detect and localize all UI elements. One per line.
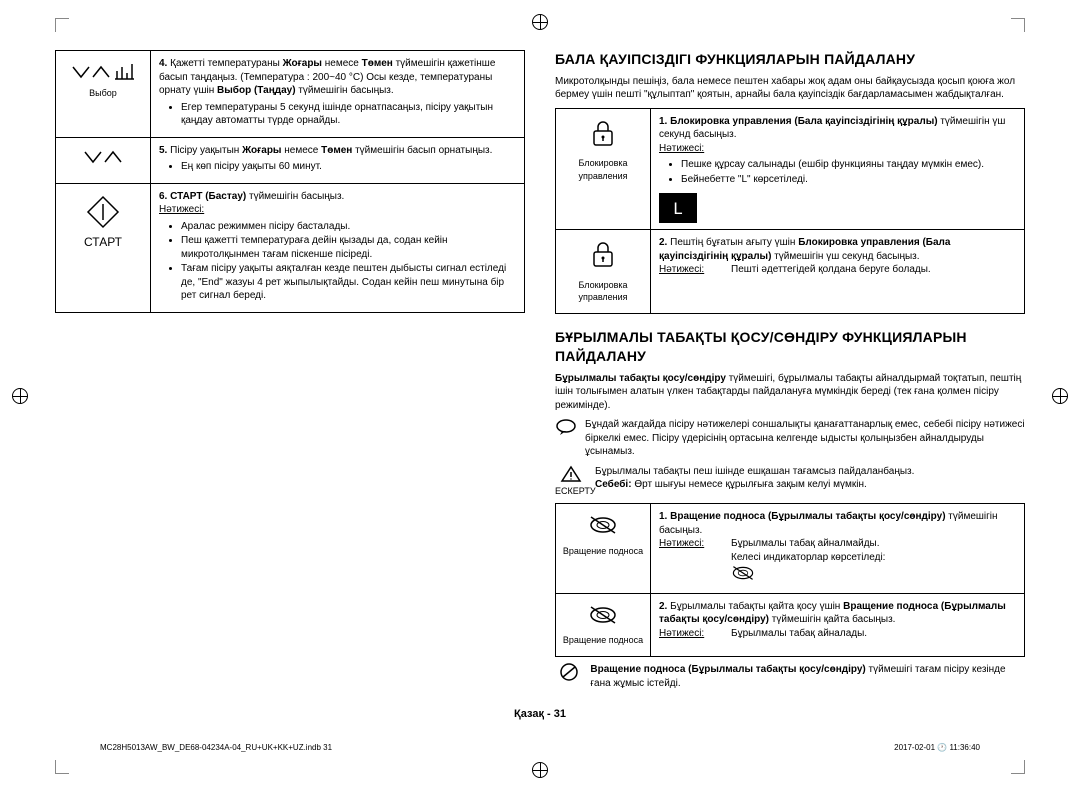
- table-row: 5. Пісіру уақытын Жоғары немесе Төмен тү…: [56, 137, 525, 183]
- turntable-off-icon: [588, 514, 618, 536]
- cell-content: 2. Бұрылмалы табақты қайта қосу үшін Вра…: [651, 593, 1025, 657]
- registration-mark: [1052, 388, 1068, 404]
- icon-label: Вращение подноса: [560, 634, 646, 646]
- bullet: Бейнебетте "L" көрсетіледі.: [681, 173, 1016, 187]
- table-row: Вращение подноса 2. Бұрылмалы табақты қа…: [556, 593, 1025, 657]
- page-content: Выбор 4. Қажетті температураны Жоғары не…: [55, 50, 1025, 696]
- table-row: Блокировка управления 2. Пештің бұғатын …: [556, 230, 1025, 314]
- result-text: Бұрылмалы табақ айналады.: [731, 627, 867, 641]
- step-num: 2.: [659, 237, 667, 248]
- step-num: 1.: [659, 116, 667, 127]
- step-text: Пештің бұғатын ағыту үшін: [670, 237, 798, 248]
- crop-mark: [1011, 18, 1025, 32]
- result-label: Нәтижесі:: [659, 263, 717, 277]
- warning-icon: ЕСКЕРТУ: [555, 465, 587, 497]
- registration-mark: [12, 388, 28, 404]
- step-num: 4.: [159, 58, 167, 69]
- bullet: Тағам пісіру уақыты аяқталған кезде пешт…: [181, 262, 516, 303]
- info-bubble-icon: [555, 418, 577, 438]
- table-row: Выбор 4. Қажетті температураны Жоғары не…: [56, 51, 525, 138]
- step-text: Бұрылмалы табақты қайта қосу үшін: [670, 601, 843, 612]
- bullet: Егер температураны 5 секунд ішінде орнат…: [181, 101, 516, 128]
- footnote-text: Вращение подноса (Бұрылмалы табақты қосу…: [590, 663, 1025, 690]
- footer-file: MC28H5013AW_BW_DE68-04234A-04_RU+UK+KK+U…: [100, 743, 332, 752]
- down-up-arrows-icon: [83, 148, 123, 166]
- result-label: Нәтижесі:: [159, 204, 204, 215]
- cell-content: 6. СТАРТ (Бастау) түймешігін басыңыз. Нә…: [151, 183, 525, 312]
- select-bar-icon: [113, 61, 135, 83]
- cell-content: 5. Пісіру уақытын Жоғары немесе Төмен тү…: [151, 137, 525, 183]
- result-text: Бұрылмалы табақ айналмайды. Келесі индик…: [731, 537, 885, 587]
- bullet: Аралас режиммен пісіру басталады.: [181, 220, 516, 234]
- lock-icon: [590, 119, 616, 149]
- bullet: Пеш қажетті температураға дейін қызады д…: [181, 234, 516, 261]
- left-table: Выбор 4. Қажетті температураны Жоғары не…: [55, 50, 525, 313]
- right-column: БАЛА ҚАУІПСІЗДІГІ ФУНКЦИЯЛАРЫН ПАЙДАЛАНУ…: [555, 50, 1025, 696]
- footer-date: 2017-02-01 🕐 11:36:40: [894, 743, 980, 752]
- prohibit-icon: [555, 663, 582, 683]
- display-panel: L: [659, 193, 697, 223]
- note-row: ЕСКЕРТУ Бұрылмалы табақты пеш ішінде ешқ…: [555, 465, 1025, 497]
- step-text: Вращение подноса (Бұрылмалы табақты қосу…: [670, 511, 945, 522]
- lock-icon: [590, 240, 616, 270]
- table-row: Блокировка управления 1. Блокировка упра…: [556, 108, 1025, 230]
- bullet: Ең көп пісіру уақыты 60 минут.: [181, 160, 516, 174]
- crop-mark: [1011, 760, 1025, 774]
- start-diamond-icon: [85, 194, 121, 230]
- step-text: Блокировка управления (Бала қауіпсіздігі…: [670, 116, 937, 127]
- bullet: Пешке құрсау салынады (ешбір функцияны т…: [681, 158, 1016, 172]
- turntable-table: Вращение подноса 1. Вращение подноса (Бұ…: [555, 503, 1025, 657]
- result-label: Нәтижесі:: [659, 143, 704, 154]
- cell-content: 2. Пештің бұғатын ағыту үшін Блокировка …: [651, 230, 1025, 314]
- table-row: Вращение подноса 1. Вращение подноса (Бұ…: [556, 504, 1025, 594]
- turntable-indicator-icon: [731, 564, 755, 582]
- result-label: Нәтижесі:: [659, 537, 717, 587]
- icon-label: СТАРТ: [60, 234, 146, 250]
- turntable-off-icon: [588, 604, 618, 626]
- section-title: БАЛА ҚАУІПСІЗДІГІ ФУНКЦИЯЛАРЫН ПАЙДАЛАНУ: [555, 50, 1025, 69]
- step-text: Пісіру уақытын Жоғары немесе Төмен түйме…: [170, 145, 492, 156]
- crop-mark: [55, 760, 69, 774]
- icon-label: Блокировка управления: [560, 157, 646, 181]
- step-text: Қажетті температураны Жоғары немесе Төме…: [159, 58, 495, 96]
- footer: MC28H5013AW_BW_DE68-04234A-04_RU+UK+KK+U…: [100, 743, 980, 752]
- crop-mark: [55, 18, 69, 32]
- cell-content: 1. Вращение подноса (Бұрылмалы табақты қ…: [651, 504, 1025, 594]
- step-num: 2.: [659, 601, 667, 612]
- footnote: Вращение подноса (Бұрылмалы табақты қосу…: [555, 663, 1025, 690]
- step-num: 6.: [159, 191, 167, 202]
- step-text: СТАРТ (Бастау) түймешігін басыңыз.: [170, 191, 344, 202]
- step-num: 5.: [159, 145, 167, 156]
- section-para: Бұрылмалы табақты қосу/сөндіру түймешігі…: [555, 372, 1025, 413]
- note-text: Бұрылмалы табақты пеш ішінде ешқашан тағ…: [595, 465, 914, 492]
- step-num: 1.: [659, 511, 667, 522]
- down-up-arrows-icon: [71, 63, 111, 81]
- note-row: Бұндай жағдайда пісіру нәтижелері соншал…: [555, 418, 1025, 459]
- result-text: Пешті әдеттегідей қолдана беруге болады.: [731, 263, 931, 277]
- section-title: БҰРЫЛМАЛЫ ТАБАҚТЫ ҚОСУ/СӨНДІРУ ФУНКЦИЯЛА…: [555, 328, 1025, 366]
- result-label: Нәтижесі:: [659, 627, 717, 641]
- icon-label: Выбор: [60, 87, 146, 99]
- section-para: Микротолқынды пешіңіз, бала немесе пеште…: [555, 75, 1025, 102]
- icon-label: Блокировка управления: [560, 279, 646, 303]
- icon-label: Вращение подноса: [560, 545, 646, 557]
- note-text: Бұндай жағдайда пісіру нәтижелері соншал…: [585, 418, 1025, 459]
- left-column: Выбор 4. Қажетті температураны Жоғары не…: [55, 50, 525, 696]
- registration-mark: [532, 14, 548, 30]
- cell-content: 4. Қажетті температураны Жоғары немесе Т…: [151, 51, 525, 138]
- childlock-table: Блокировка управления 1. Блокировка упра…: [555, 108, 1025, 314]
- cell-content: 1. Блокировка управления (Бала қауіпсізд…: [651, 108, 1025, 230]
- table-row: СТАРТ 6. СТАРТ (Бастау) түймешігін басың…: [56, 183, 525, 312]
- page-number: Қазақ - 31: [55, 708, 1025, 720]
- registration-mark: [532, 762, 548, 778]
